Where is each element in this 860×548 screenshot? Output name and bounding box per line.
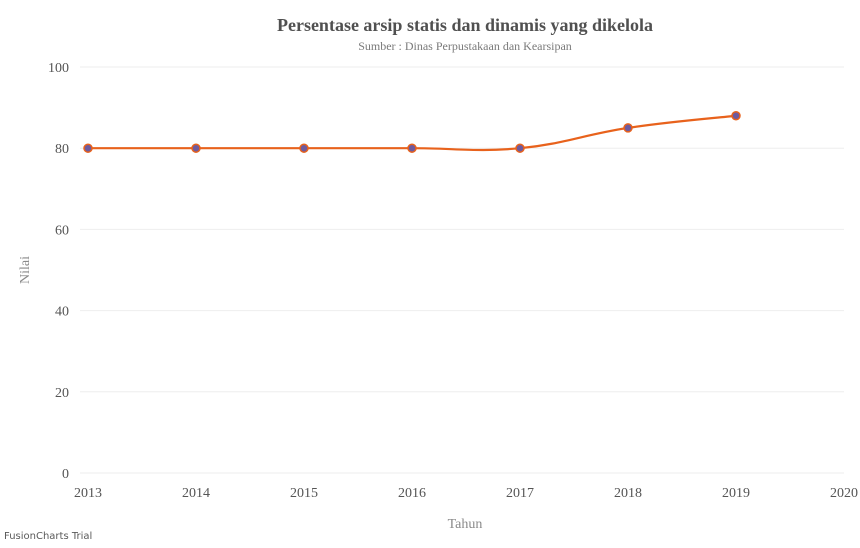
data-point[interactable] (191, 143, 201, 153)
x-tick-label: 2013 (74, 486, 102, 501)
x-tick-label: 2019 (722, 486, 750, 501)
x-tick-label: 2020 (830, 486, 858, 501)
y-tick-label: 40 (55, 305, 69, 320)
y-axis-title: Nilai (18, 256, 33, 284)
chart-subtitle: Sumber : Dinas Perpustakaan dan Kearsipa… (358, 39, 572, 53)
y-tick-label: 20 (55, 386, 69, 401)
watermark-text: FusionCharts Trial (4, 531, 93, 542)
chart-title: Persentase arsip statis dan dinamis yang… (277, 15, 653, 35)
data-point[interactable] (623, 123, 633, 133)
x-axis-title: Tahun (448, 517, 483, 532)
data-point[interactable] (299, 143, 309, 153)
y-tick-label: 60 (55, 223, 69, 238)
y-tick-label: 80 (55, 142, 69, 157)
x-tick-label: 2017 (506, 486, 534, 501)
x-tick-label: 2016 (398, 486, 426, 501)
x-tick-label: 2014 (182, 486, 210, 501)
y-axis-ticks: 0 20 40 60 80 100 (48, 61, 69, 482)
data-point[interactable] (83, 143, 93, 153)
gridlines (80, 66, 844, 474)
y-tick-label: 0 (62, 467, 69, 482)
data-point[interactable] (731, 110, 741, 121)
data-point[interactable] (515, 143, 525, 153)
data-points (83, 110, 741, 153)
x-tick-label: 2015 (290, 486, 318, 501)
x-tick-label: 2018 (614, 486, 642, 501)
y-tick-label: 100 (48, 61, 69, 76)
data-point[interactable] (407, 143, 417, 153)
x-axis-ticks: 2013 2014 2015 2016 2017 2018 2019 2020 (74, 486, 858, 501)
